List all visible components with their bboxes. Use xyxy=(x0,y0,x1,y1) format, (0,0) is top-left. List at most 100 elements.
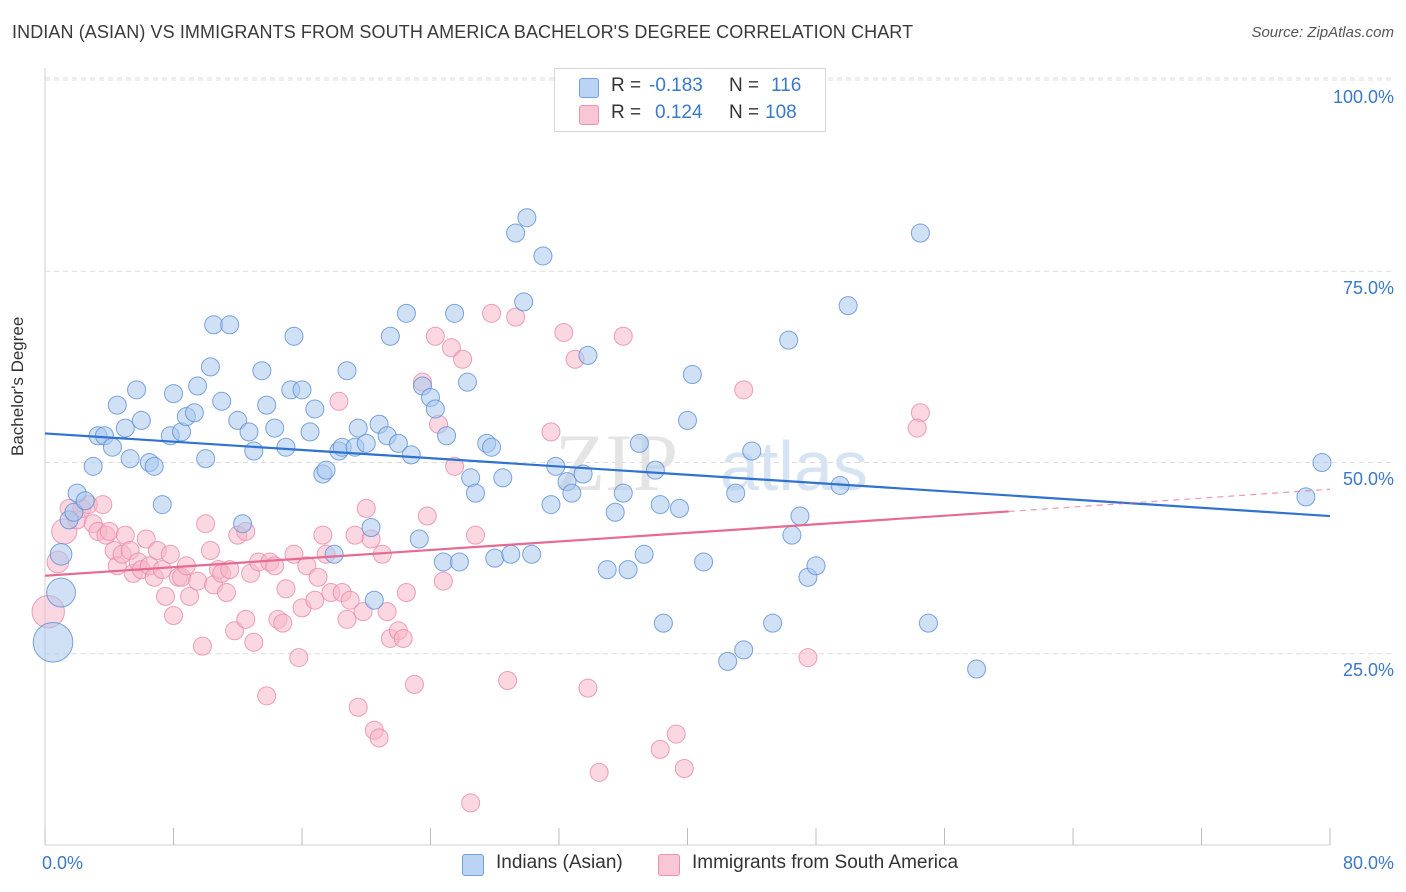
chart-title: INDIAN (ASIAN) VS IMMIGRANTS FROM SOUTH … xyxy=(12,22,914,42)
indians-point xyxy=(276,437,296,457)
indians-point xyxy=(485,548,505,568)
immigrants-point xyxy=(353,602,373,622)
indians-point xyxy=(918,613,938,633)
immigrants-point xyxy=(356,498,376,518)
immigrants-point xyxy=(734,380,754,400)
immigrants-point xyxy=(289,648,309,668)
indians-point xyxy=(763,613,783,633)
indians-point xyxy=(49,543,73,566)
indians-point xyxy=(838,296,858,316)
immigrants-point xyxy=(99,521,119,541)
indians-point xyxy=(457,372,477,392)
indians-point xyxy=(718,651,738,671)
indians-point xyxy=(144,456,164,476)
immigrants-point xyxy=(465,525,485,545)
immigrants-point xyxy=(313,525,333,545)
immigrants-point xyxy=(340,590,360,610)
immigrants-point xyxy=(155,586,175,606)
indians-point xyxy=(102,437,122,457)
indians-point xyxy=(252,361,272,381)
indians-point xyxy=(115,418,135,438)
indians-point xyxy=(127,380,147,400)
indians-point xyxy=(64,502,84,522)
immigrants-point xyxy=(160,544,180,564)
immigrants-point xyxy=(404,674,424,694)
indians-point xyxy=(188,376,208,396)
indians-point xyxy=(220,315,240,335)
immigrants-point xyxy=(136,529,156,549)
y-tick-label-25: 25.0% xyxy=(1342,660,1394,680)
indians-point xyxy=(388,433,408,453)
indians-point xyxy=(597,560,617,580)
indians-point xyxy=(257,395,277,415)
indians-point xyxy=(107,395,127,415)
indians-point xyxy=(120,449,140,469)
immigrants-point xyxy=(297,556,317,576)
indians-point xyxy=(482,437,502,457)
indians-point xyxy=(75,491,95,511)
indians-point xyxy=(618,560,638,580)
indians-point xyxy=(522,544,542,564)
indians-point xyxy=(152,495,172,515)
indians-point xyxy=(578,345,598,365)
r-value: -0.183 xyxy=(649,75,703,96)
indians-point xyxy=(562,483,582,503)
immigrants-point xyxy=(348,697,368,717)
indians-point xyxy=(356,433,376,453)
y-tick-label-50: 50.0% xyxy=(1342,469,1394,489)
indians-point xyxy=(1296,487,1316,507)
indians-point xyxy=(517,208,537,228)
legend-swatch-blue xyxy=(579,78,599,98)
immigrants-point xyxy=(589,762,609,782)
immigrants-point xyxy=(396,583,416,603)
indians-point xyxy=(337,361,357,381)
immigrants-point xyxy=(674,759,694,778)
indians-point xyxy=(364,590,384,610)
immigrants-point xyxy=(425,326,445,346)
indians-point xyxy=(300,422,320,442)
n-value: 108 xyxy=(765,102,797,123)
legend-swatch-pink xyxy=(579,105,599,125)
indians-point xyxy=(445,303,465,323)
immigrants-point xyxy=(433,571,453,591)
indians-point xyxy=(605,502,625,522)
indians-point xyxy=(541,495,561,515)
immigrants-point xyxy=(192,636,212,656)
indians-point xyxy=(265,418,285,438)
n-label: N = xyxy=(729,102,760,123)
indians-point xyxy=(324,544,344,564)
immigrants-point xyxy=(910,403,930,423)
indians-point xyxy=(682,365,702,385)
immigrants-point xyxy=(453,349,473,369)
legend-label: Immigrants from South America xyxy=(692,852,959,873)
indians-point xyxy=(734,640,754,660)
indians-point xyxy=(790,506,810,526)
indians-point xyxy=(650,495,670,515)
immigrants-point xyxy=(276,579,296,599)
indians-point xyxy=(779,330,799,350)
immigrants-point xyxy=(257,686,277,706)
indians-point xyxy=(653,613,673,633)
r-label: R = xyxy=(611,102,642,123)
indians-point xyxy=(233,514,253,534)
indians-point xyxy=(228,410,248,430)
indians-point xyxy=(634,544,654,564)
y-axis-label: Bachelor's Degree xyxy=(8,316,27,456)
immigrants-point xyxy=(578,678,598,698)
r-label: R = xyxy=(611,75,642,96)
trend-line-immigrants-extension xyxy=(1008,488,1331,513)
immigrants-point xyxy=(236,609,256,629)
immigrants-point xyxy=(482,303,502,323)
immigrants-point xyxy=(417,506,437,526)
indians-point xyxy=(83,456,103,476)
y-tick-label-100: 100.0% xyxy=(1332,87,1394,107)
indians-point xyxy=(678,410,697,430)
indians-point xyxy=(292,380,312,400)
indians-point xyxy=(425,399,445,419)
indians-point xyxy=(433,552,453,572)
indians-point xyxy=(361,518,381,538)
indians-point xyxy=(409,529,429,549)
immigrants-point xyxy=(907,418,927,438)
indians-point xyxy=(212,391,232,411)
immigrants-point xyxy=(164,606,183,625)
